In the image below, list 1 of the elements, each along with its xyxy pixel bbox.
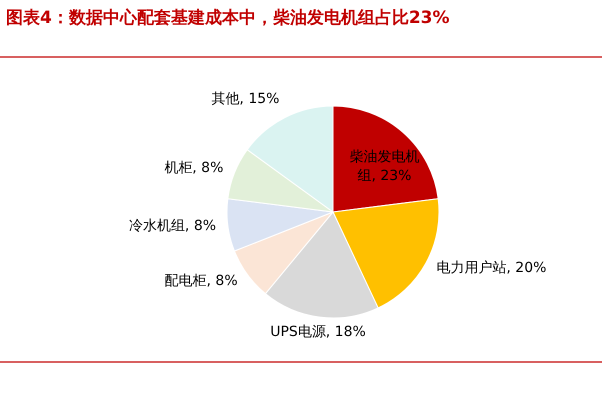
chart-title: 图表4：数据中心配套基建成本中，柴油发电机组占比23% [6,7,451,30]
